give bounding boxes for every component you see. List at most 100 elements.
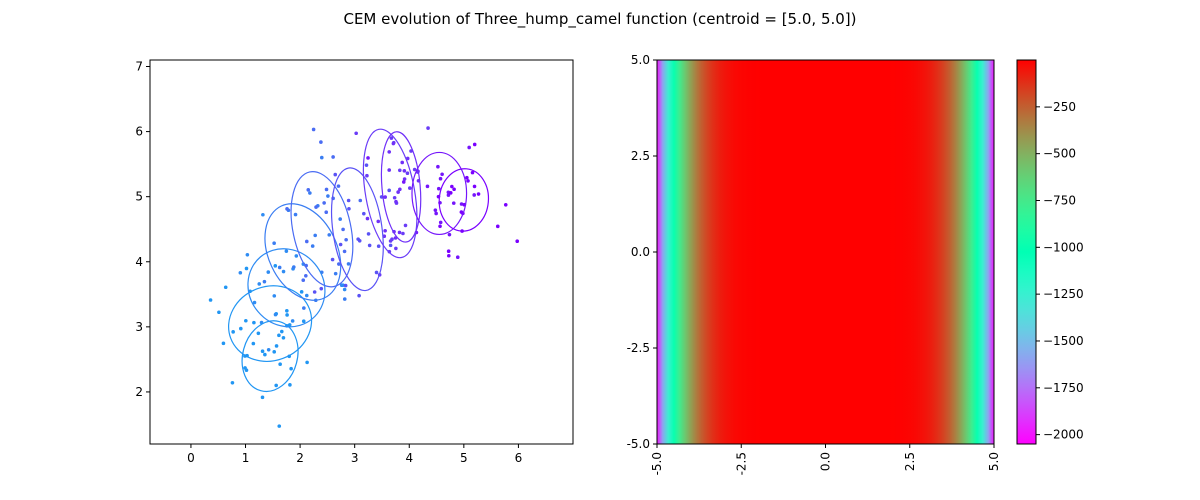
scatter-point — [285, 313, 289, 317]
covariance-ellipse — [247, 248, 326, 328]
scatter-point — [394, 246, 398, 251]
colorbar-tick-label: −1750 — [1043, 381, 1084, 395]
scatter-point — [284, 249, 289, 253]
scatter-point — [281, 269, 286, 274]
scatter-point — [260, 349, 265, 354]
scatter-point — [347, 207, 351, 211]
y-tick-label: 2 — [135, 385, 143, 399]
scatter-point — [438, 224, 442, 229]
scatter-point — [288, 383, 292, 387]
scatter-point — [281, 335, 286, 340]
scatter-point — [450, 184, 454, 189]
colorbar — [1017, 60, 1036, 444]
scatter-point — [278, 362, 282, 367]
scatter-point — [402, 177, 407, 181]
heatmap-x-tick-label: -5.0 — [650, 452, 664, 475]
heatmap-y-tick-label: 5.0 — [631, 53, 650, 67]
heatmap-x-tick-label: 2.5 — [903, 452, 917, 471]
scatter-point — [394, 199, 398, 204]
scatter-point — [330, 257, 335, 262]
scatter-point — [436, 186, 441, 191]
scatter-point — [310, 244, 315, 248]
scatter-point — [412, 167, 417, 172]
scatter-point — [274, 383, 278, 388]
scatter-point — [257, 282, 262, 286]
scatter-point — [305, 360, 309, 365]
scatter-point — [272, 241, 276, 246]
heatmap-y-ticks: 5.0 2.5 0.0 -2.5 -5.0 — [627, 53, 657, 451]
covariance-ellipse — [331, 167, 384, 292]
scatter-point — [277, 265, 282, 270]
scatter-point — [389, 136, 394, 140]
x-tick-label: 6 — [515, 451, 523, 465]
scatter-point — [263, 352, 267, 357]
scatter-point — [448, 191, 453, 195]
scatter-point — [438, 220, 443, 225]
scatter-point — [408, 186, 412, 190]
scatter-point — [451, 201, 456, 205]
scatter-point — [515, 239, 520, 243]
scatter-point — [290, 319, 295, 323]
scatter-point — [252, 300, 257, 305]
scatter-point — [405, 171, 410, 175]
scatter-point — [274, 344, 279, 348]
covariance-ellipse — [362, 128, 418, 259]
scatter-point — [322, 201, 326, 205]
scatter-point — [342, 297, 347, 301]
covariance-ellipse — [227, 285, 313, 362]
scatter-panel: 0 1 2 3 4 5 6 2 3 4 5 6 7 — [135, 59, 574, 465]
scatter-point — [337, 262, 341, 266]
scatter-point — [452, 187, 456, 192]
scatter-point — [223, 285, 228, 290]
scatter-point — [343, 283, 348, 288]
scatter-point — [387, 188, 391, 193]
scatter-point — [495, 224, 500, 229]
scatter-point — [287, 323, 292, 327]
scatter-point — [401, 231, 405, 236]
scatter-point — [273, 264, 278, 268]
scatter-point — [374, 270, 379, 275]
scatter-point — [338, 242, 343, 247]
scatter-point — [398, 187, 402, 192]
scatter-point — [344, 237, 348, 242]
scatter-point — [366, 156, 370, 160]
scatter-point — [367, 243, 372, 248]
covariance-ellipse — [438, 168, 490, 232]
scatter-point — [260, 395, 265, 400]
scatter-point — [392, 195, 397, 200]
scatter-point — [239, 326, 243, 331]
scatter-point — [433, 208, 438, 212]
scatter-point — [313, 233, 317, 238]
heatmap-y-tick-label: -2.5 — [627, 341, 650, 355]
scatter-point — [472, 184, 477, 189]
scatter-point — [266, 270, 271, 274]
scatter-point — [280, 329, 284, 334]
heatmap-y-tick-label: -5.0 — [627, 437, 650, 451]
scatter-point — [319, 155, 324, 160]
scatter-point — [383, 229, 387, 233]
scatter-point — [301, 319, 306, 324]
scatter-point — [333, 271, 338, 276]
scatter-point — [311, 127, 316, 132]
scatter-point — [383, 195, 387, 199]
scatter-point — [208, 298, 213, 302]
scatter-point — [314, 205, 318, 209]
x-tick-label: 4 — [405, 451, 413, 465]
scatter-point — [376, 244, 381, 249]
x-tick-label: 3 — [351, 451, 359, 465]
scatter-point — [425, 184, 430, 189]
scatter-point — [476, 192, 481, 196]
scatter-point — [299, 290, 304, 294]
colorbar-tick-label: −750 — [1043, 193, 1076, 207]
scatter-point — [401, 180, 406, 184]
scatter-point — [244, 266, 249, 271]
scatter-point — [366, 232, 371, 236]
colorbar-tick-label: −1000 — [1043, 240, 1084, 254]
colorbar-tick-label: −1250 — [1043, 287, 1084, 301]
covariance-ellipse — [380, 131, 422, 243]
scatter-point — [301, 278, 306, 283]
scatter-point — [388, 243, 393, 248]
scatter-point — [272, 294, 277, 298]
scatter-y-ticks: 2 3 4 5 6 7 — [135, 60, 150, 399]
scatter-point — [390, 237, 394, 242]
